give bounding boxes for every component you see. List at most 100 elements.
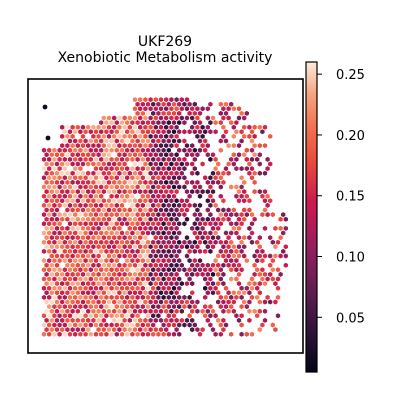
axes-frame	[27, 78, 304, 354]
spot	[148, 133, 153, 139]
spot	[208, 193, 213, 199]
spot	[54, 308, 60, 314]
spot	[60, 299, 65, 305]
spot	[223, 110, 229, 116]
spot	[161, 138, 166, 144]
spot	[151, 304, 156, 310]
spot	[166, 304, 171, 310]
spot	[80, 207, 86, 213]
spot	[109, 285, 114, 291]
spot	[197, 202, 203, 208]
spot	[184, 115, 190, 121]
spot	[148, 124, 153, 130]
spot	[158, 170, 164, 176]
spot	[249, 175, 255, 181]
spot	[273, 225, 278, 231]
spot	[270, 239, 275, 245]
spot	[88, 294, 93, 300]
spot	[73, 258, 78, 264]
spot	[210, 179, 216, 185]
spot	[192, 230, 197, 236]
spot	[239, 248, 244, 254]
spot	[164, 170, 169, 176]
spot	[112, 179, 117, 185]
spot	[78, 294, 83, 300]
spot	[145, 212, 151, 218]
spot	[60, 143, 65, 149]
spot	[96, 133, 101, 139]
spot	[88, 202, 93, 208]
spot	[252, 179, 257, 185]
spot	[177, 212, 182, 218]
spot	[65, 281, 70, 287]
spot	[65, 225, 70, 231]
spot	[125, 313, 130, 319]
spot	[99, 239, 104, 245]
spot	[65, 133, 70, 139]
spot	[239, 267, 244, 273]
spot	[106, 161, 112, 167]
spot	[153, 299, 158, 305]
spot	[93, 331, 99, 337]
spot	[208, 184, 213, 190]
spot	[49, 198, 54, 204]
spot	[117, 189, 122, 195]
spot	[174, 262, 179, 268]
spot	[145, 110, 151, 116]
spot	[203, 230, 208, 236]
spot	[54, 235, 60, 241]
spot	[83, 258, 88, 264]
spot	[239, 166, 244, 172]
spot	[190, 225, 195, 231]
spot	[101, 161, 106, 167]
spot	[174, 106, 179, 112]
spot	[148, 317, 153, 323]
spot	[145, 258, 151, 264]
spot	[195, 216, 200, 222]
spot	[135, 304, 140, 310]
spot	[49, 327, 54, 333]
spot	[226, 143, 231, 149]
spot	[106, 262, 112, 268]
spot	[73, 166, 78, 172]
spot	[203, 304, 208, 310]
spot	[83, 230, 88, 236]
spot	[270, 322, 275, 328]
spot	[112, 308, 117, 314]
spot	[93, 258, 99, 264]
spot	[169, 170, 174, 176]
spot	[132, 115, 138, 121]
spot	[41, 156, 47, 162]
spot	[229, 248, 234, 254]
spot	[156, 193, 161, 199]
spot	[91, 124, 96, 130]
spot	[158, 124, 164, 130]
spot	[80, 124, 86, 130]
spot	[252, 281, 257, 287]
spot	[184, 207, 190, 213]
spot	[184, 97, 190, 103]
spot	[93, 267, 99, 273]
spot	[190, 106, 195, 112]
spot	[75, 198, 80, 204]
spot	[112, 271, 117, 277]
spot	[62, 285, 67, 291]
spot	[229, 184, 234, 190]
spot	[145, 331, 151, 337]
spot	[60, 161, 65, 167]
spot	[171, 313, 177, 319]
spot	[114, 322, 119, 328]
spot	[57, 294, 62, 300]
spot	[96, 262, 101, 268]
spot	[125, 138, 130, 144]
spot	[184, 143, 190, 149]
spot	[177, 322, 182, 328]
spot	[268, 133, 273, 139]
spot	[135, 147, 140, 153]
spot	[174, 198, 179, 204]
spot	[44, 170, 49, 176]
spot	[127, 152, 132, 158]
spot	[96, 161, 101, 167]
spot	[57, 221, 62, 227]
spot	[208, 129, 213, 135]
